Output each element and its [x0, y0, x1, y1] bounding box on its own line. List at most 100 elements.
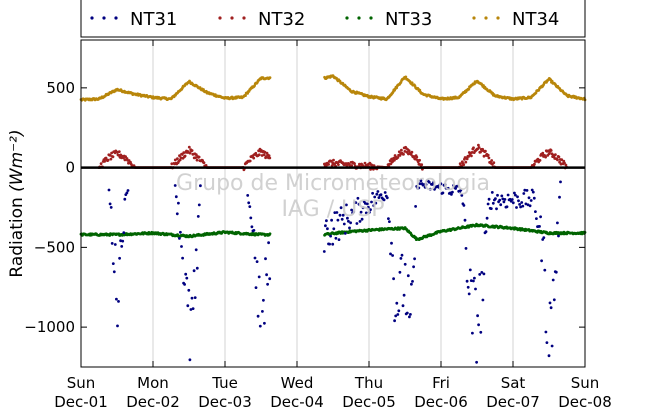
data-point-nt31	[479, 330, 483, 334]
data-point-nt31	[390, 241, 393, 245]
data-point-nt31	[498, 198, 502, 202]
data-point-nt31	[530, 188, 534, 192]
legend-marker-nt34	[496, 16, 500, 20]
data-point-nt31	[486, 202, 490, 206]
legend-marker-nt31	[114, 16, 118, 20]
data-point-nt32	[544, 155, 547, 159]
data-point-nt32	[257, 153, 261, 157]
data-point-nt32	[402, 152, 405, 156]
data-point-nt34	[467, 87, 471, 91]
data-point-nt32	[538, 159, 542, 162]
data-point-nt31	[113, 243, 117, 246]
data-point-nt31	[418, 182, 422, 186]
data-point-nt31	[393, 319, 396, 323]
data-point-nt31	[464, 247, 468, 250]
data-point-nt31	[191, 307, 195, 310]
data-point-nt34	[244, 94, 247, 97]
data-point-nt31	[121, 239, 125, 243]
data-point-nt31	[329, 234, 332, 238]
x-tick-label-date: Dec-04	[270, 393, 324, 409]
legend-marker-nt32	[242, 16, 246, 20]
data-point-nt32	[183, 154, 187, 158]
data-point-nt31	[343, 232, 347, 235]
data-point-nt32	[173, 158, 177, 162]
data-point-nt32	[358, 162, 361, 166]
data-point-nt31	[190, 296, 194, 300]
x-tick-label-day: Mon	[137, 374, 169, 392]
data-point-nt32	[560, 158, 564, 162]
legend-marker-nt34	[484, 16, 488, 20]
data-point-nt31	[460, 194, 464, 197]
data-point-nt31	[524, 202, 528, 206]
data-point-nt31	[248, 205, 252, 209]
data-point-nt31	[173, 184, 177, 187]
data-point-nt31	[520, 201, 524, 204]
data-point-nt31	[348, 226, 351, 230]
data-point-nt31	[394, 314, 398, 318]
data-point-nt31	[535, 217, 538, 221]
data-point-nt32	[541, 151, 545, 155]
data-point-nt31	[324, 224, 327, 228]
data-point-nt31	[528, 204, 532, 208]
data-point-nt32	[407, 149, 411, 153]
data-point-nt32	[557, 155, 561, 159]
data-point-nt31	[499, 203, 503, 207]
data-point-nt32	[260, 154, 264, 157]
data-point-nt31	[409, 313, 412, 316]
data-point-nt31	[556, 221, 559, 225]
data-point-nt31	[511, 201, 515, 205]
data-point-nt31	[264, 257, 267, 261]
data-point-nt32	[262, 153, 266, 157]
data-point-nt31	[558, 195, 561, 199]
data-point-nt32	[393, 158, 396, 162]
data-point-nt31	[510, 198, 514, 201]
data-point-nt31	[514, 193, 517, 197]
data-point-nt31	[475, 360, 478, 364]
data-point-nt31	[400, 253, 404, 257]
data-point-nt32	[170, 162, 174, 166]
data-point-nt31	[481, 298, 485, 302]
data-point-nt31	[368, 210, 371, 214]
data-point-nt31	[371, 191, 374, 195]
data-point-nt31	[412, 265, 415, 269]
watermark-line-1: Grupo de Micrometeorologia	[176, 171, 490, 196]
data-point-nt31	[387, 217, 390, 221]
data-point-nt31	[252, 229, 256, 232]
data-point-nt31	[338, 213, 342, 217]
data-point-nt31	[392, 277, 395, 281]
data-point-nt31	[199, 184, 202, 188]
data-point-nt31	[531, 190, 535, 194]
data-point-nt32	[327, 163, 330, 166]
data-point-nt31	[500, 194, 504, 198]
data-point-nt32	[484, 149, 487, 153]
x-tick-label-date: Dec-06	[414, 393, 468, 409]
data-point-nt31	[267, 241, 270, 245]
data-point-nt31	[402, 293, 406, 297]
data-point-nt31	[472, 279, 475, 283]
data-point-nt32	[350, 164, 354, 167]
data-point-nt31	[542, 236, 546, 240]
data-point-nt31	[428, 187, 432, 191]
legend-label-nt33: NT33	[385, 9, 432, 30]
data-point-nt32	[486, 153, 490, 157]
data-point-nt31	[534, 210, 537, 214]
data-point-nt31	[544, 330, 548, 334]
data-point-nt31	[110, 242, 114, 245]
data-point-nt31	[383, 191, 387, 194]
legend-label-nt34: NT34	[512, 9, 559, 30]
data-point-nt31	[185, 276, 189, 280]
data-point-nt32	[458, 162, 462, 166]
data-point-nt31	[521, 204, 525, 208]
data-point-nt31	[250, 225, 254, 229]
data-point-nt31	[265, 273, 268, 277]
data-point-nt32	[554, 153, 557, 157]
data-point-nt31	[365, 202, 369, 206]
data-point-nt31	[326, 227, 329, 231]
data-point-nt31	[427, 180, 431, 184]
data-point-nt32	[106, 158, 110, 162]
data-point-nt31	[373, 195, 377, 199]
data-point-nt31	[385, 196, 389, 200]
data-point-nt31	[122, 231, 126, 235]
data-point-nt31	[256, 314, 260, 318]
